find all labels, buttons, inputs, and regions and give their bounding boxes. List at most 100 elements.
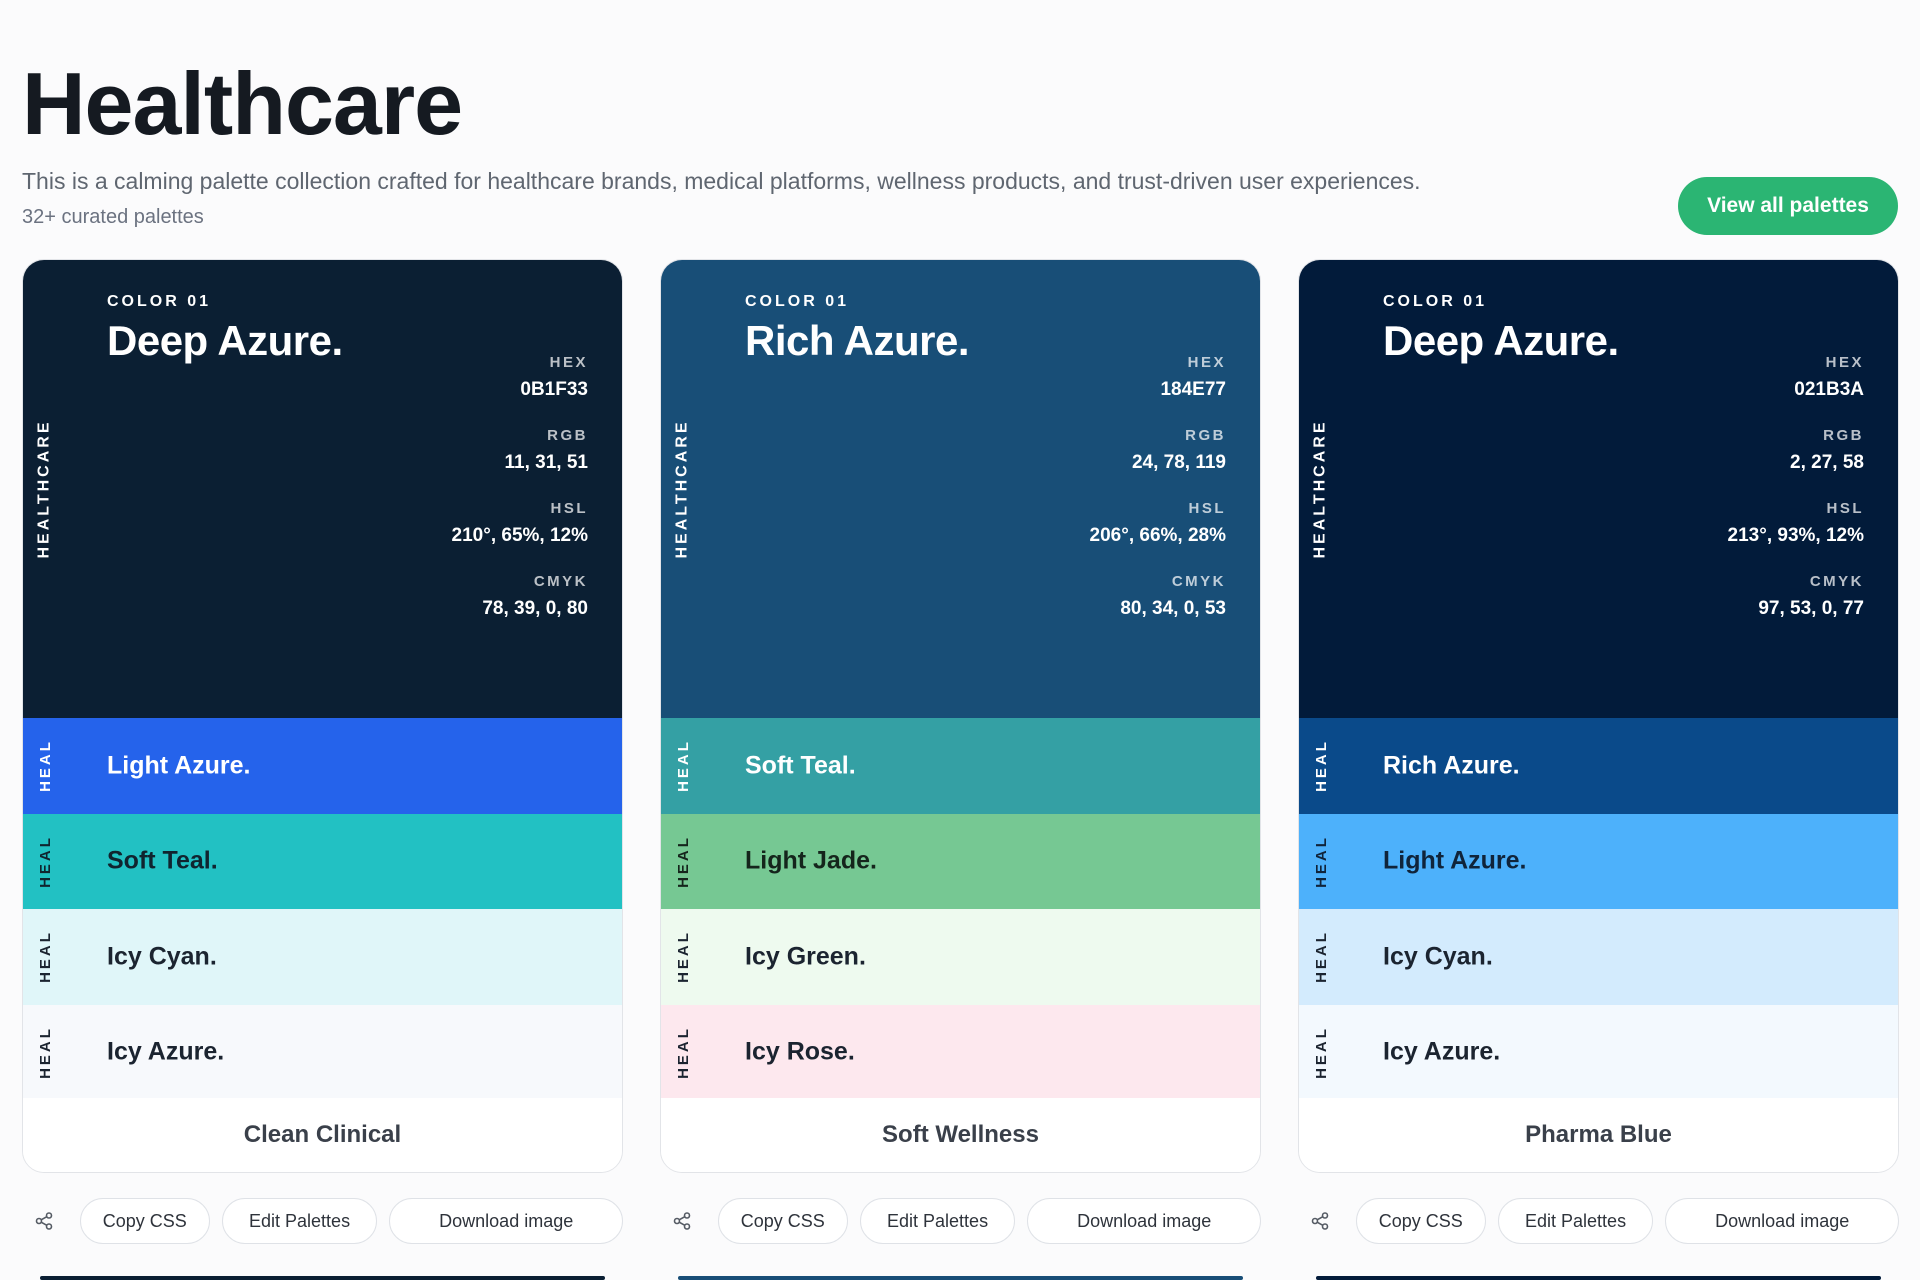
secondary-swatches: HEAL Soft Teal. HEAL Light Jade. HEAL Icy Gre… bbox=[661, 718, 1260, 1100]
share-icon bbox=[35, 1212, 53, 1230]
cmyk-value[interactable]: 80, 34, 0, 53 bbox=[1120, 598, 1226, 619]
share-button[interactable] bbox=[660, 1199, 704, 1243]
color-kicker: COLOR 01 bbox=[107, 293, 212, 310]
hsl-value[interactable]: 206°, 66%, 28% bbox=[1089, 525, 1226, 546]
share-button[interactable] bbox=[22, 1199, 66, 1243]
share-icon bbox=[1311, 1212, 1329, 1230]
palette-card-column-2: HEALTHCARE COLOR 01 Rich Azure. HEX 184E… bbox=[660, 259, 1261, 1245]
next-row-card-edge bbox=[1316, 1276, 1881, 1280]
vertical-category-tag: HEAL bbox=[1312, 930, 1330, 984]
edit-palettes-button[interactable]: Edit Palettes bbox=[221, 1198, 378, 1244]
color-kicker: COLOR 01 bbox=[745, 293, 850, 310]
hsl-label: HSL bbox=[1826, 500, 1864, 517]
swatch-name: Icy Cyan. bbox=[107, 942, 217, 971]
swatch-4[interactable]: HEAL Icy Cyan. bbox=[23, 909, 622, 1005]
view-all-palettes-button[interactable]: View all palettes bbox=[1678, 177, 1898, 235]
copy-css-button[interactable]: Copy CSS bbox=[79, 1198, 210, 1244]
secondary-swatches: HEAL Light Azure. HEAL Soft Teal. HEAL Icy Cy… bbox=[23, 718, 622, 1100]
palette-actions: Copy CSS Edit Palettes Download image bbox=[1298, 1197, 1899, 1245]
swatch-name: Icy Azure. bbox=[107, 1037, 225, 1066]
main-color-swatch[interactable]: HEALTHCARE COLOR 01 Rich Azure. HEX 184E… bbox=[661, 260, 1260, 718]
palette-name: Pharma Blue bbox=[1299, 1098, 1898, 1172]
copy-css-button[interactable]: Copy CSS bbox=[717, 1198, 848, 1244]
page-description: This is a calming palette collection cra… bbox=[22, 168, 1421, 194]
vertical-category-tag: HEAL bbox=[674, 739, 692, 793]
rgb-value[interactable]: 11, 31, 51 bbox=[504, 452, 588, 473]
download-image-button[interactable]: Download image bbox=[389, 1198, 623, 1244]
rgb-label: RGB bbox=[547, 427, 588, 444]
swatch-name: Light Jade. bbox=[745, 846, 877, 875]
cmyk-value[interactable]: 97, 53, 0, 77 bbox=[1758, 598, 1864, 619]
rgb-value[interactable]: 2, 27, 58 bbox=[1790, 452, 1864, 473]
edit-palettes-button[interactable]: Edit Palettes bbox=[859, 1198, 1016, 1244]
share-button[interactable] bbox=[1298, 1199, 1342, 1243]
swatch-name: Soft Teal. bbox=[107, 846, 218, 875]
swatch-5[interactable]: HEAL Icy Azure. bbox=[1299, 1004, 1898, 1100]
hsl-label: HSL bbox=[550, 500, 588, 517]
swatch-name: Light Azure. bbox=[1383, 846, 1527, 875]
hex-value[interactable]: 184E77 bbox=[1160, 379, 1226, 400]
rgb-value[interactable]: 24, 78, 119 bbox=[1131, 452, 1226, 473]
color-kicker: COLOR 01 bbox=[1383, 293, 1488, 310]
vertical-category-tag: HEALTHCARE bbox=[674, 419, 691, 559]
swatch-name: Icy Cyan. bbox=[1383, 942, 1493, 971]
hex-label: HEX bbox=[1825, 354, 1864, 371]
next-row-card-edge bbox=[40, 1276, 605, 1280]
cmyk-value[interactable]: 78, 39, 0, 80 bbox=[482, 598, 588, 619]
edit-palettes-button[interactable]: Edit Palettes bbox=[1497, 1198, 1654, 1244]
main-color-swatch[interactable]: HEALTHCARE COLOR 01 Deep Azure. HEX 021B… bbox=[1299, 260, 1898, 718]
swatch-2[interactable]: HEAL Light Azure. bbox=[23, 718, 622, 814]
swatch-4[interactable]: HEAL Icy Cyan. bbox=[1299, 909, 1898, 1005]
page-header: Healthcare This is a calming palette col… bbox=[22, 60, 1898, 240]
download-image-button[interactable]: Download image bbox=[1027, 1198, 1261, 1244]
main-color-swatch[interactable]: HEALTHCARE COLOR 01 Deep Azure. HEX 0B1F… bbox=[23, 260, 622, 718]
swatch-name: Soft Teal. bbox=[745, 751, 856, 780]
next-row-card-edge bbox=[678, 1276, 1243, 1280]
hsl-value[interactable]: 213°, 93%, 12% bbox=[1727, 525, 1864, 546]
swatch-4[interactable]: HEAL Icy Green. bbox=[661, 909, 1260, 1005]
swatch-2[interactable]: HEAL Rich Azure. bbox=[1299, 718, 1898, 814]
palette-card-column-1: HEALTHCARE COLOR 01 Deep Azure. HEX 0B1F… bbox=[22, 259, 623, 1245]
swatch-name: Light Azure. bbox=[107, 751, 251, 780]
hex-value[interactable]: 0B1F33 bbox=[520, 379, 588, 400]
swatch-name: Icy Azure. bbox=[1383, 1037, 1501, 1066]
swatch-3[interactable]: HEAL Light Jade. bbox=[661, 813, 1260, 909]
color-specs: HEX 021B3A RGB 2, 27, 58 HSL 213°, 93%, … bbox=[1728, 354, 1864, 646]
color-specs: HEX 0B1F33 RGB 11, 31, 51 HSL 210°, 65%,… bbox=[452, 354, 588, 646]
copy-css-button[interactable]: Copy CSS bbox=[1355, 1198, 1486, 1244]
swatch-5[interactable]: HEAL Icy Rose. bbox=[661, 1004, 1260, 1100]
palette-card[interactable]: HEALTHCARE COLOR 01 Deep Azure. HEX 0B1F… bbox=[22, 259, 623, 1173]
cmyk-label: CMYK bbox=[1171, 573, 1226, 590]
hex-value[interactable]: 021B3A bbox=[1794, 379, 1864, 400]
palette-card[interactable]: HEALTHCARE COLOR 01 Rich Azure. HEX 184E… bbox=[660, 259, 1261, 1173]
swatch-5[interactable]: HEAL Icy Azure. bbox=[23, 1004, 622, 1100]
rgb-label: RGB bbox=[1823, 427, 1864, 444]
vertical-category-tag: HEAL bbox=[1312, 739, 1330, 793]
palette-actions: Copy CSS Edit Palettes Download image bbox=[660, 1197, 1261, 1245]
palette-count: 32+ curated palettes bbox=[22, 206, 204, 228]
rgb-label: RGB bbox=[1185, 427, 1226, 444]
hex-label: HEX bbox=[1187, 354, 1226, 371]
download-image-button[interactable]: Download image bbox=[1665, 1198, 1899, 1244]
vertical-category-tag: HEAL bbox=[674, 1025, 692, 1079]
share-icon bbox=[673, 1212, 691, 1230]
main-color-name: Deep Azure. bbox=[107, 317, 343, 364]
swatch-name: Rich Azure. bbox=[1383, 751, 1520, 780]
vertical-category-tag: HEALTHCARE bbox=[36, 419, 53, 559]
palette-name: Soft Wellness bbox=[661, 1098, 1260, 1172]
main-color-name: Deep Azure. bbox=[1383, 317, 1619, 364]
swatch-3[interactable]: HEAL Soft Teal. bbox=[23, 813, 622, 909]
hex-label: HEX bbox=[549, 354, 588, 371]
swatch-3[interactable]: HEAL Light Azure. bbox=[1299, 813, 1898, 909]
cmyk-label: CMYK bbox=[533, 573, 588, 590]
swatch-2[interactable]: HEAL Soft Teal. bbox=[661, 718, 1260, 814]
palette-card[interactable]: HEALTHCARE COLOR 01 Deep Azure. HEX 021B… bbox=[1298, 259, 1899, 1173]
vertical-category-tag: HEAL bbox=[674, 834, 692, 888]
main-color-name: Rich Azure. bbox=[745, 317, 969, 364]
palette-name: Clean Clinical bbox=[23, 1098, 622, 1172]
hsl-value[interactable]: 210°, 65%, 12% bbox=[451, 525, 588, 546]
secondary-swatches: HEAL Rich Azure. HEAL Light Azure. HEAL Icy C… bbox=[1299, 718, 1898, 1100]
swatch-name: Icy Green. bbox=[745, 942, 866, 971]
vertical-category-tag: HEAL bbox=[1312, 1025, 1330, 1079]
palette-card-column-3: HEALTHCARE COLOR 01 Deep Azure. HEX 021B… bbox=[1298, 259, 1899, 1245]
